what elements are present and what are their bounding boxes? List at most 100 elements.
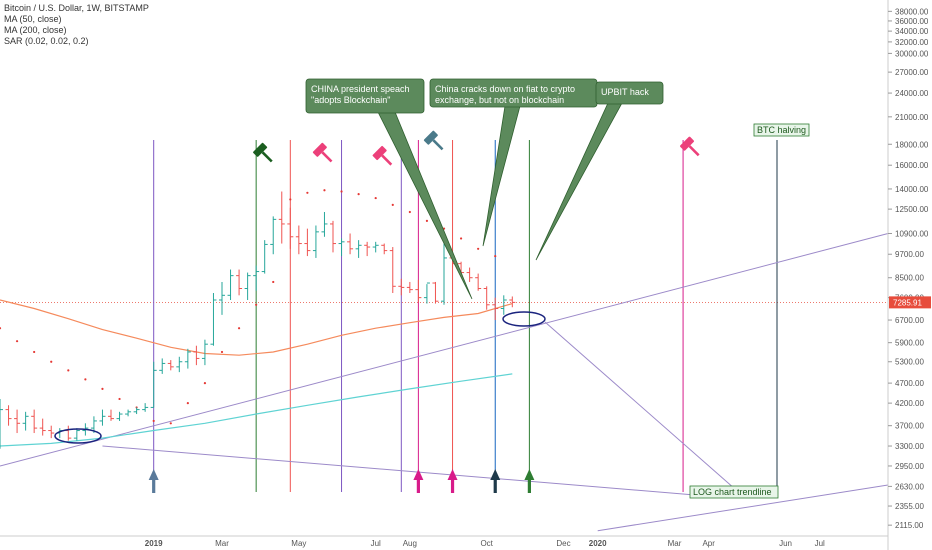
sar-dot [459, 237, 463, 240]
sar-dot [237, 327, 241, 330]
y-tick-label: 4200.00 [895, 399, 924, 408]
gavel-head [312, 142, 327, 157]
ohlc-bar [287, 207, 294, 249]
up-arrow-icon [490, 469, 501, 493]
y-tick-label: 2630.00 [895, 482, 924, 491]
ohlc-bar [184, 348, 191, 369]
x-tick-label: May [291, 539, 306, 548]
note-text: China cracks down on fiat to crypto [435, 84, 575, 94]
ohlc-bar [39, 418, 46, 436]
up-arrow-icon [447, 469, 458, 493]
btc-halving-label: BTC halving [753, 123, 810, 137]
ohlc-bar [5, 405, 12, 426]
ohlc-bar [99, 409, 106, 426]
x-tick-label: Aug [403, 539, 417, 548]
ohlc-bar [167, 360, 174, 371]
sar-dot [494, 254, 497, 258]
ohlc-bar [330, 220, 336, 253]
ohlc-bar [159, 358, 166, 374]
ohlc-bar [108, 409, 114, 421]
y-tick-label: 27000.00 [895, 68, 929, 77]
ohlc-bar [193, 345, 200, 366]
y-tick-label: 38000.00 [895, 7, 929, 16]
gavel-head [680, 136, 695, 151]
ohlc-bar [475, 273, 482, 291]
sar-dot [84, 378, 87, 381]
sar-dot [186, 402, 189, 405]
label-box [753, 123, 810, 137]
note-text: CHINA president speach [311, 84, 410, 94]
y-tick-label: 16000.00 [895, 161, 929, 170]
ohlc-bar [347, 233, 354, 255]
ohlc-bar [219, 281, 225, 315]
arrow-shaft [416, 479, 420, 493]
ohlc-bar [415, 279, 422, 303]
y-tick-label: 24000.00 [895, 89, 929, 98]
up-arrow-icon [148, 469, 159, 493]
sar-dot [391, 203, 394, 206]
y-tick-label: 14000.00 [895, 185, 929, 194]
y-tick-label: 3300.00 [895, 442, 924, 451]
sar-dot [152, 419, 155, 423]
chart-legend: Bitcoin / U.S. Dollar, 1W, BITSTAMP MA (… [4, 3, 149, 47]
arrow-head [447, 469, 458, 480]
trendline [597, 484, 889, 532]
gavel-icon [312, 142, 333, 163]
gavel-icon [423, 130, 444, 151]
ohlc-bar [48, 425, 55, 439]
sar-dot [374, 196, 377, 200]
ohlc-bar [355, 240, 362, 258]
y-tick-label: 6700.00 [895, 316, 924, 325]
ma50-legend: MA (50, close) [4, 14, 62, 24]
sar-dot [15, 340, 19, 343]
arrow-head [524, 469, 535, 480]
moving-averages [0, 299, 513, 447]
sar-dot [477, 247, 480, 250]
ohlc-bar [73, 428, 80, 441]
y-tick-label: 18000.00 [895, 140, 929, 149]
event-markers [54, 130, 736, 493]
ohlc-bar [423, 282, 430, 304]
gavel-icon [680, 136, 700, 157]
up-arrow-icon [524, 469, 535, 493]
ohlc-bar [270, 216, 277, 255]
arrow-shaft [450, 479, 455, 493]
ohlc-bar [321, 211, 328, 237]
ohlc-bar [372, 241, 379, 253]
ohlc-bar [253, 265, 260, 291]
gavel-handle [432, 139, 444, 151]
ohlc-bar [364, 241, 371, 257]
sar-dot [289, 198, 292, 201]
x-tick-label: Mar [668, 539, 682, 548]
label-box [689, 485, 779, 499]
sar-dot [425, 219, 429, 222]
y-tick-label: 3700.00 [895, 422, 924, 431]
highlight-ellipse [54, 428, 102, 444]
ohlc-bar [142, 403, 149, 412]
label-text: LOG chart trendline [693, 487, 772, 497]
ohlc-bar [261, 240, 268, 274]
sar-dot [220, 350, 224, 354]
y-tick-label: 2355.00 [895, 502, 924, 511]
gavel-head [372, 145, 387, 161]
sar-dot [50, 360, 53, 363]
annotations: CHINA president speach"adopts Blockchain… [305, 78, 810, 499]
arrow-head [490, 469, 501, 480]
ohlc-bar [210, 293, 217, 346]
y-tick-label: 12500.00 [895, 205, 929, 214]
time-axis[interactable]: 2019 Mar May Jul Aug Oct Dec 2020 Mar Apr Jun Jul [0, 535, 888, 548]
sar-dot [255, 303, 258, 306]
sar-dot [203, 382, 207, 385]
sar-dot [272, 280, 275, 284]
ohlc-bar [441, 241, 447, 305]
sar-dot [101, 387, 104, 390]
ohlc-bar [116, 411, 123, 421]
ohlc-bar [466, 267, 473, 282]
ohlc-bar [406, 281, 413, 294]
highlight-ellipse [502, 311, 546, 327]
gavel-icon [253, 142, 273, 163]
y-tick-label: 32000.00 [895, 38, 929, 47]
sar-dot [33, 350, 36, 354]
